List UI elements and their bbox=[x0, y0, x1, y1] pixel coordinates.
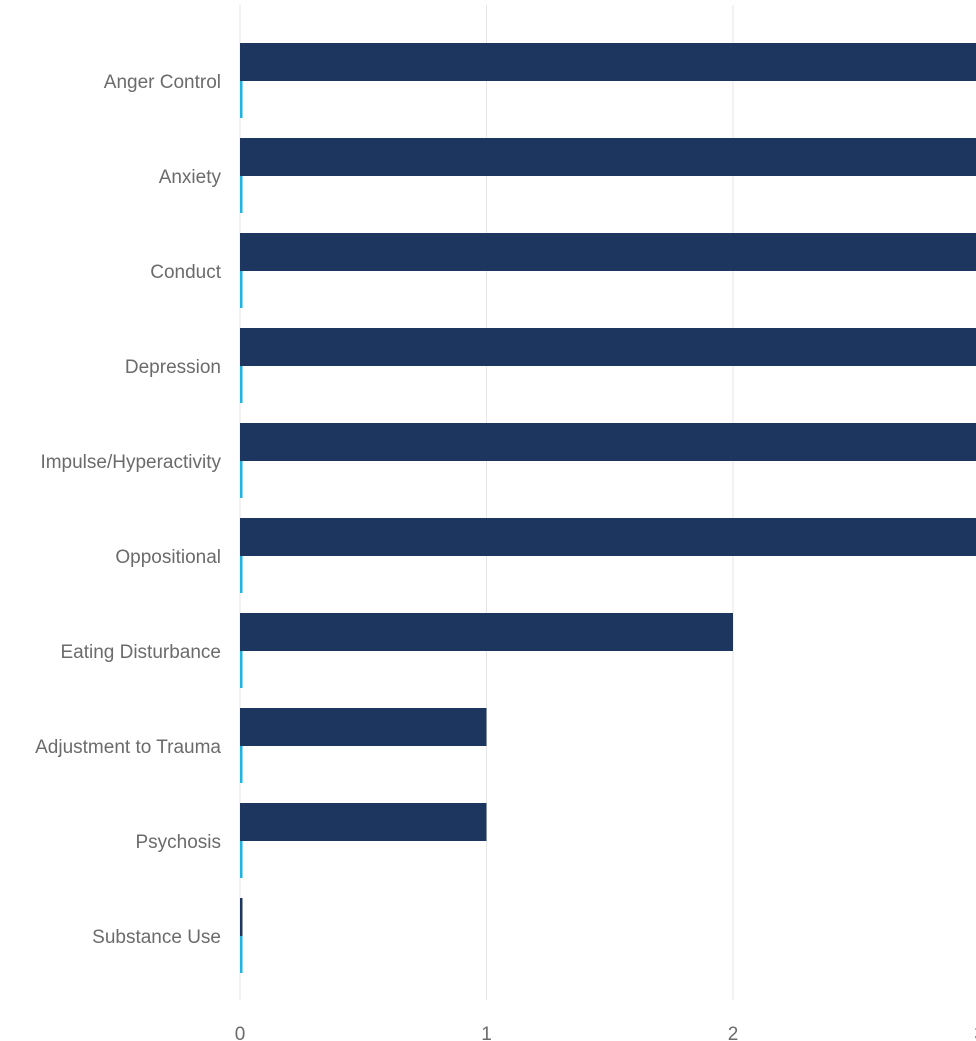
x-tick-label: 2 bbox=[728, 1024, 739, 1041]
bar-secondary[interactable] bbox=[240, 271, 243, 308]
bar-secondary[interactable] bbox=[240, 936, 243, 973]
bar-primary[interactable] bbox=[240, 518, 976, 556]
bar-secondary[interactable] bbox=[240, 556, 243, 593]
bar-primary[interactable] bbox=[240, 898, 243, 936]
bar-primary[interactable] bbox=[240, 613, 733, 651]
category-label: Depression bbox=[125, 357, 221, 378]
bar-primary[interactable] bbox=[240, 803, 487, 841]
bar-secondary[interactable] bbox=[240, 81, 243, 118]
category-label: Oppositional bbox=[115, 547, 221, 568]
bar-secondary[interactable] bbox=[240, 461, 243, 498]
bar-primary[interactable] bbox=[240, 138, 976, 176]
category-label: Conduct bbox=[150, 262, 221, 283]
category-label: Anger Control bbox=[104, 72, 221, 93]
category-label: Psychosis bbox=[135, 832, 221, 853]
bar-primary[interactable] bbox=[240, 708, 487, 746]
category-labels: Anger Control Anxiety Conduct Depression Imp… bbox=[35, 72, 222, 948]
category-label: Impulse/Hyperactivity bbox=[40, 452, 221, 473]
bar-secondary[interactable] bbox=[240, 746, 243, 783]
bar-primary[interactable] bbox=[240, 423, 976, 461]
x-axis-ticks: 0 1 2 3 bbox=[235, 1024, 976, 1041]
category-label: Anxiety bbox=[159, 167, 222, 188]
category-label: Eating Disturbance bbox=[60, 642, 221, 663]
bar-secondary[interactable] bbox=[240, 651, 243, 688]
bar-primary[interactable] bbox=[240, 233, 976, 271]
x-tick-label: 3 bbox=[974, 1024, 976, 1041]
category-label: Substance Use bbox=[92, 927, 221, 948]
bar-secondary[interactable] bbox=[240, 841, 243, 878]
bars bbox=[240, 43, 976, 973]
category-label: Adjustment to Trauma bbox=[35, 737, 221, 758]
bar-primary[interactable] bbox=[240, 43, 976, 81]
x-tick-label: 0 bbox=[235, 1024, 246, 1041]
bar-secondary[interactable] bbox=[240, 176, 243, 213]
x-tick-label: 1 bbox=[481, 1024, 492, 1041]
bar-primary[interactable] bbox=[240, 328, 976, 366]
bar-secondary[interactable] bbox=[240, 366, 243, 403]
